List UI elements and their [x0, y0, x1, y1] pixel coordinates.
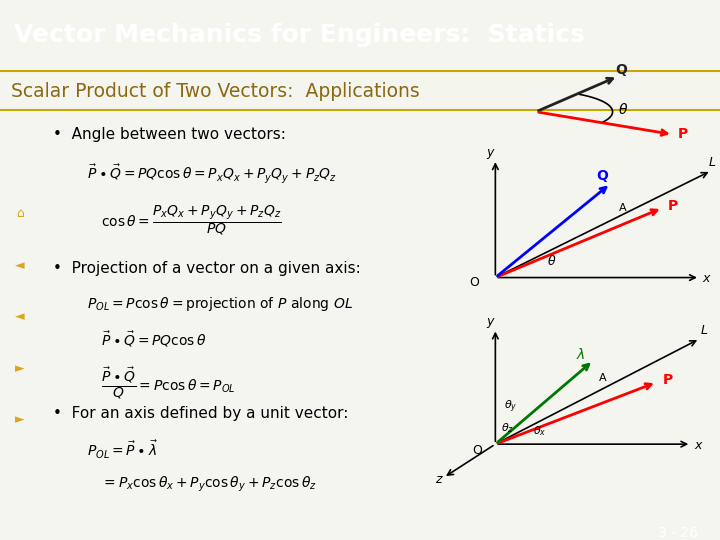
Text: ►: ► [15, 413, 24, 426]
Text: ◄: ◄ [15, 310, 24, 323]
Text: P: P [678, 127, 688, 141]
Text: x: x [703, 272, 710, 286]
Text: P: P [662, 373, 672, 387]
Text: x: x [694, 439, 701, 452]
Text: P: P [668, 199, 678, 213]
Text: •  Projection of a vector on a given axis:: • Projection of a vector on a given axis… [53, 261, 361, 276]
Text: $\theta_y$: $\theta_y$ [504, 399, 518, 415]
Text: 3 - 26: 3 - 26 [658, 526, 698, 540]
Text: y: y [487, 315, 494, 328]
Text: $\theta_x$: $\theta_x$ [533, 424, 546, 438]
Text: y: y [487, 146, 494, 159]
Text: $= P_x\cos\theta_x + P_y\cos\theta_y + P_z\cos\theta_z$: $= P_x\cos\theta_x + P_y\cos\theta_y + P… [101, 474, 317, 494]
Text: •  For an axis defined by a unit vector:: • For an axis defined by a unit vector: [53, 406, 348, 421]
Text: $\theta_z$: $\theta_z$ [501, 421, 514, 435]
Text: $L$: $L$ [708, 156, 716, 169]
Text: ⌂: ⌂ [16, 207, 24, 220]
Text: $\vec{P} \bullet \vec{Q} = PQ\cos\theta$: $\vec{P} \bullet \vec{Q} = PQ\cos\theta$ [101, 329, 207, 349]
Text: A: A [599, 373, 607, 382]
Text: $P_{OL} = P\cos\theta = \mathrm{projection\ of\ } P \mathrm{\ along\ } OL$: $P_{OL} = P\cos\theta = \mathrm{projecti… [87, 294, 354, 313]
Text: $\theta$: $\theta$ [618, 102, 629, 117]
Text: $L$: $L$ [700, 323, 708, 336]
Text: ►: ► [15, 362, 24, 375]
Text: $P_{OL} = \vec{P} \bullet \vec{\lambda}$: $P_{OL} = \vec{P} \bullet \vec{\lambda}$ [87, 439, 159, 461]
Text: z: z [435, 472, 441, 485]
Text: Q: Q [616, 63, 627, 77]
Text: Q: Q [596, 170, 608, 184]
Text: $\cos\theta = \dfrac{P_xQ_x + P_yQ_y + P_zQ_z}{PQ}$: $\cos\theta = \dfrac{P_xQ_x + P_yQ_y + P… [101, 204, 282, 238]
Text: $\dfrac{\vec{P} \bullet \vec{Q}}{Q} = P\cos\theta = P_{OL}$: $\dfrac{\vec{P} \bullet \vec{Q}}{Q} = P\… [101, 364, 235, 401]
Text: A: A [619, 203, 627, 213]
Text: •  Angle between two vectors:: • Angle between two vectors: [53, 127, 286, 142]
Text: Vector Mechanics for Engineers:  Statics: Vector Mechanics for Engineers: Statics [14, 23, 585, 47]
Text: O: O [469, 275, 480, 289]
Text: $\theta$: $\theta$ [547, 254, 557, 268]
Text: $\lambda$: $\lambda$ [576, 347, 585, 362]
Text: ◄: ◄ [15, 259, 24, 272]
Text: O: O [472, 444, 482, 457]
Text: Scalar Product of Two Vectors:  Applications: Scalar Product of Two Vectors: Applicati… [11, 82, 420, 101]
Text: $\vec{P} \bullet \vec{Q} = PQ\cos\theta = P_xQ_x + P_yQ_y + P_zQ_z$: $\vec{P} \bullet \vec{Q} = PQ\cos\theta … [87, 163, 338, 185]
